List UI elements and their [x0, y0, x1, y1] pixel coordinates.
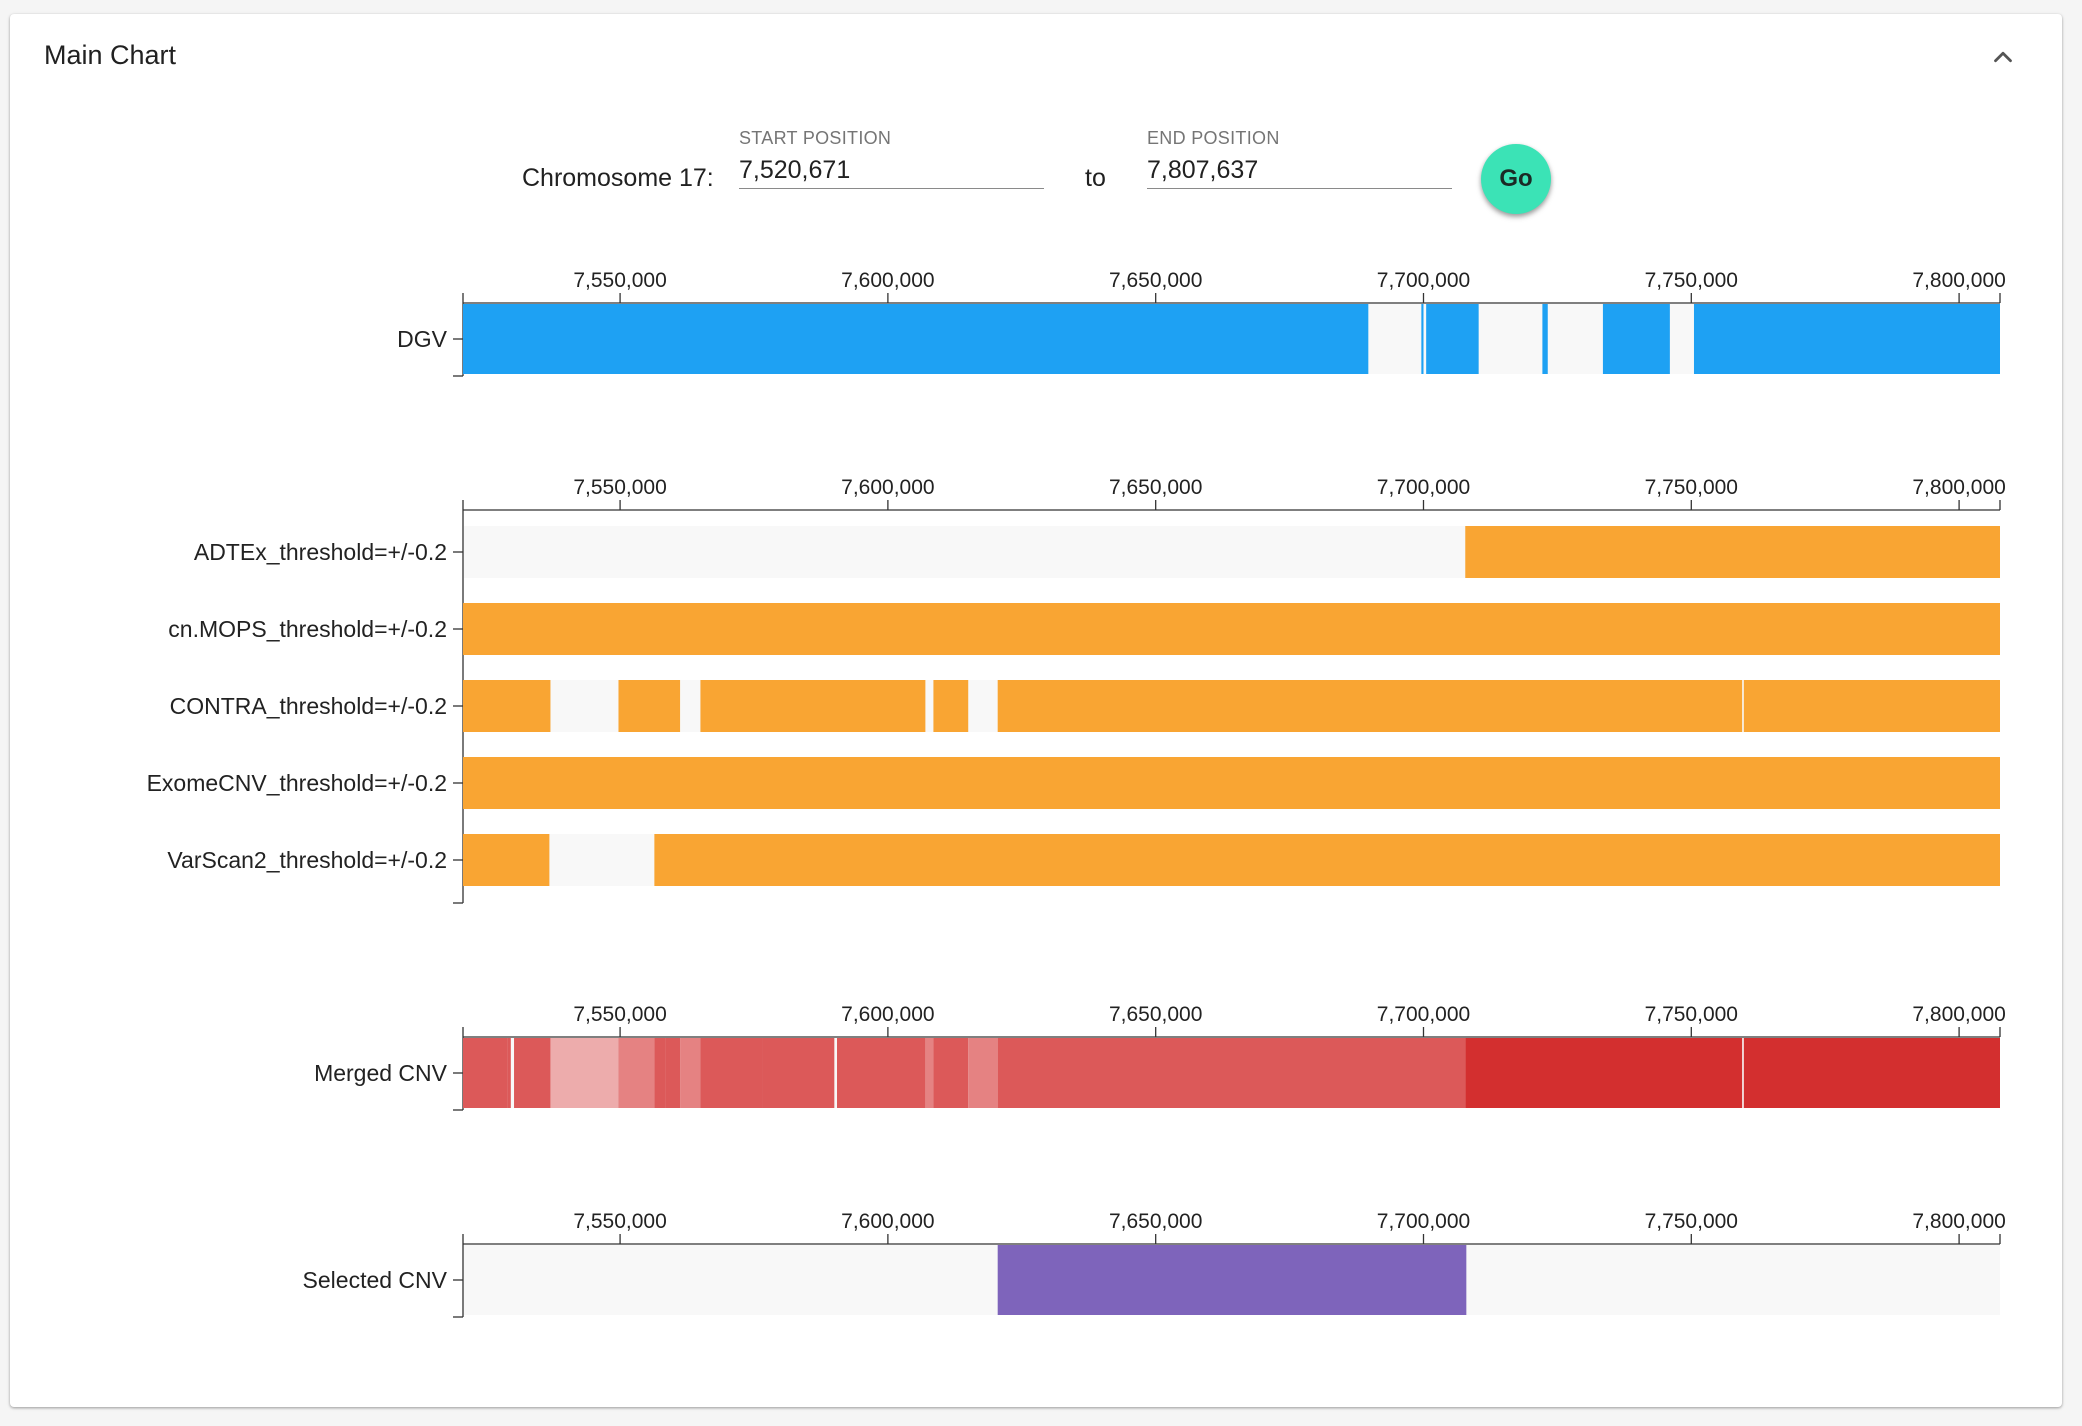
x-tick-label: 7,800,000 — [1912, 1003, 2005, 1026]
track-segment — [654, 834, 2001, 886]
x-tick-label: 7,700,000 — [1377, 1003, 1470, 1026]
start-position-input[interactable] — [739, 152, 1044, 189]
track-segment — [618, 1038, 655, 1108]
chart-selected: 7,550,000 7,600,000 7,650,000 7,700,000 7,75… — [303, 1210, 2006, 1318]
x-tick-label: 7,600,000 — [841, 1003, 934, 1026]
track-segment — [654, 1038, 666, 1108]
track-segment — [997, 1038, 1466, 1108]
x-tick-label: 7,550,000 — [573, 1003, 666, 1026]
x-tick-label: 7,650,000 — [1109, 1003, 1202, 1026]
track-segment — [762, 1038, 835, 1108]
x-tick-label: 7,650,000 — [1109, 269, 1202, 292]
track-segment — [700, 680, 926, 732]
track-segment — [837, 1038, 926, 1108]
x-tick-label: 7,550,000 — [573, 476, 666, 499]
track-segment — [514, 1038, 551, 1108]
track-segment — [680, 1038, 701, 1108]
track-segment — [1426, 304, 1479, 374]
track-segment — [463, 680, 551, 732]
track-segment — [1602, 304, 1670, 374]
track-label: ExomeCNV_threshold=+/-0.2 — [147, 770, 447, 796]
x-tick-label: 7,800,000 — [1912, 269, 2005, 292]
x-tick-label: 7,800,000 — [1912, 1210, 2005, 1233]
end-position-label: END POSITION — [1147, 128, 1280, 148]
track-label: CONTRA_threshold=+/-0.2 — [170, 693, 447, 719]
x-tick-label: 7,550,000 — [573, 269, 666, 292]
x-tick-label: 7,700,000 — [1377, 1210, 1470, 1233]
track-label: ADTEx_threshold=+/-0.2 — [194, 539, 447, 565]
chart-dgv: 7,550,000 7,600,000 7,650,000 7,700,000 7,75… — [397, 269, 2006, 377]
x-tick-label: 7,700,000 — [1377, 269, 1470, 292]
track-segment — [925, 1038, 934, 1108]
track-segment — [1465, 526, 2000, 578]
track-segment — [997, 680, 1743, 732]
track-segment — [968, 1038, 998, 1108]
chart-merged: 7,550,000 7,600,000 7,650,000 7,700,000 7,75… — [314, 1003, 2006, 1111]
x-tick-label: 7,550,000 — [573, 1210, 666, 1233]
track-segment — [1693, 304, 2000, 374]
track-segment — [507, 1038, 511, 1108]
end-position-input[interactable] — [1147, 152, 1452, 189]
x-tick-label: 7,750,000 — [1645, 476, 1738, 499]
track-segment — [1743, 680, 2000, 732]
range-to-label: to — [1085, 164, 1106, 192]
track-segment — [997, 1245, 1467, 1315]
track-label: cn.MOPS_threshold=+/-0.2 — [168, 616, 447, 642]
track-segment — [1465, 1038, 1743, 1108]
chevron-up-icon[interactable] — [1988, 42, 2018, 72]
track-segment — [463, 603, 2000, 655]
panel-title: Main Chart — [44, 40, 177, 70]
x-tick-label: 7,600,000 — [841, 476, 934, 499]
track-segment — [463, 1038, 508, 1108]
x-tick-label: 7,600,000 — [841, 269, 934, 292]
track-segment — [463, 757, 2000, 809]
track-label: VarScan2_threshold=+/-0.2 — [167, 847, 447, 873]
start-position-label: START POSITION — [739, 128, 892, 148]
track-segment — [933, 680, 969, 732]
track-segment — [618, 680, 681, 732]
x-tick-label: 7,800,000 — [1912, 476, 2005, 499]
chromosome-label: Chromosome 17: — [522, 164, 714, 192]
track-label: DGV — [397, 326, 448, 352]
x-tick-label: 7,650,000 — [1109, 1210, 1202, 1233]
x-tick-label: 7,750,000 — [1645, 1003, 1738, 1026]
x-tick-label: 7,600,000 — [841, 1210, 934, 1233]
track-segment — [933, 1038, 969, 1108]
track-segment — [1743, 1038, 2000, 1108]
track-segment — [700, 1038, 763, 1108]
x-tick-label: 7,750,000 — [1645, 1210, 1738, 1233]
track-segment — [463, 304, 1369, 374]
x-tick-label: 7,650,000 — [1109, 476, 1202, 499]
x-tick-label: 7,700,000 — [1377, 476, 1470, 499]
track-segment — [665, 1038, 681, 1108]
track-segment — [1542, 304, 1548, 374]
track-label: Merged CNV — [314, 1060, 448, 1086]
track-segment — [550, 1038, 619, 1108]
go-button[interactable]: Go — [1481, 144, 1551, 214]
x-tick-label: 7,750,000 — [1645, 269, 1738, 292]
track-segment — [1421, 304, 1424, 374]
chart-callers: 7,550,000 7,600,000 7,650,000 7,700,000 7,75… — [147, 476, 2006, 904]
track-label: Selected CNV — [303, 1267, 448, 1293]
track-segment — [463, 834, 550, 886]
